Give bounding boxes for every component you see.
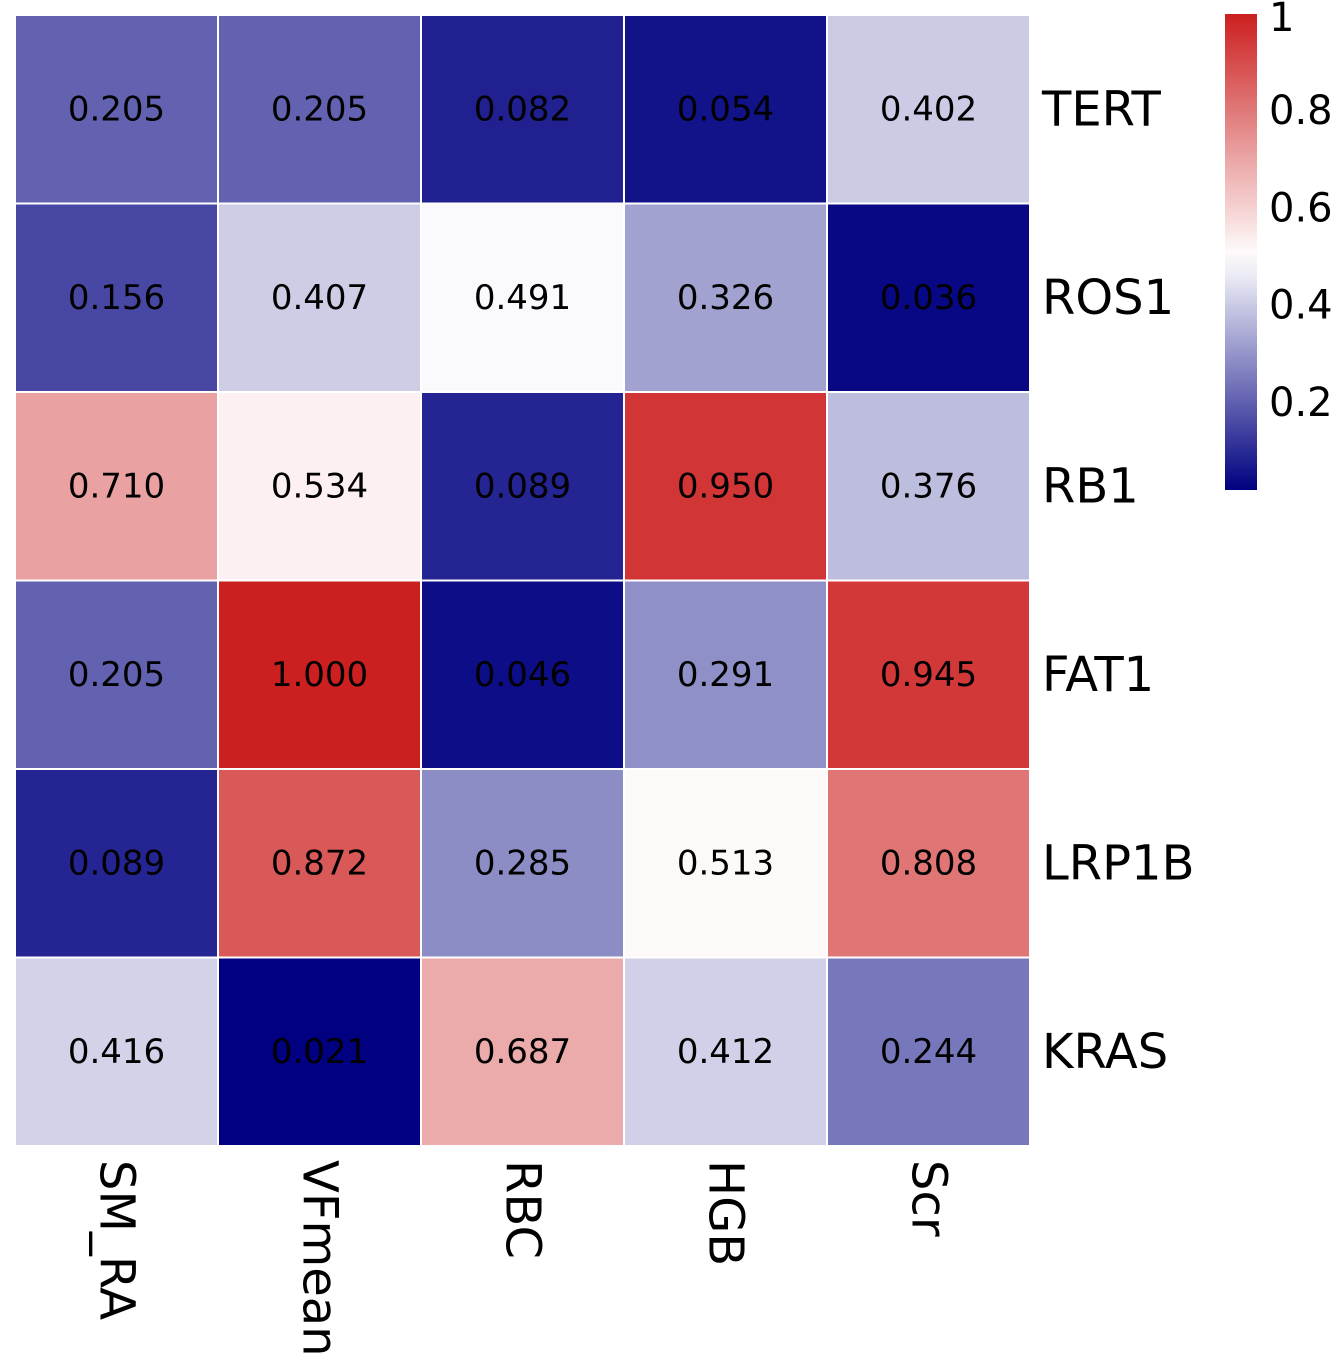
cell-value-label: 0.156 <box>68 278 165 318</box>
heatmap-cell <box>420 579 625 770</box>
column-label-sm-ra: SM_RA <box>89 1160 145 1320</box>
heatmap-cell <box>14 579 219 770</box>
colorbar-tick-label: 1 <box>1269 0 1294 41</box>
cell-value-label: 0.534 <box>271 466 368 506</box>
colorbar-tick-label: 0.4 <box>1269 283 1333 329</box>
heatmap-cell <box>623 956 828 1147</box>
heatmap-cell <box>14 14 219 205</box>
cell-value-label: 0.376 <box>880 466 977 506</box>
heatmap-cell <box>217 579 422 770</box>
column-label-rbc: RBC <box>495 1160 551 1259</box>
cell-value-label: 1.000 <box>271 655 368 695</box>
cell-value-label: 0.416 <box>68 1032 165 1072</box>
cell-value-label: 0.687 <box>474 1032 571 1072</box>
cell-value-label: 0.326 <box>677 278 774 318</box>
heatmap-cell <box>623 391 828 582</box>
cell-value-label: 0.082 <box>474 89 571 129</box>
cell-value-label: 0.407 <box>271 278 368 318</box>
heatmap-cell <box>826 391 1031 582</box>
heatmap-cell <box>420 768 625 959</box>
cell-value-label: 0.412 <box>677 1032 774 1072</box>
row-label-fat1: FAT1 <box>1042 647 1154 703</box>
heatmap-cell <box>217 391 422 582</box>
cell-value-label: 0.291 <box>677 655 774 695</box>
cell-value-label: 0.285 <box>474 843 571 883</box>
heatmap-cell <box>623 14 828 205</box>
heatmap-cell <box>826 768 1031 959</box>
row-label-rb1: RB1 <box>1042 458 1139 514</box>
cell-value-label: 0.950 <box>677 466 774 506</box>
row-label-ros1: ROS1 <box>1042 270 1174 326</box>
heatmap-cell <box>217 768 422 959</box>
cell-value-label: 0.491 <box>474 278 571 318</box>
colorbar-tick-label: 0.6 <box>1269 185 1333 231</box>
cell-value-label: 0.244 <box>880 1032 977 1072</box>
heatmap-cell <box>420 202 625 393</box>
cell-value-label: 0.089 <box>474 466 571 506</box>
cell-value-label: 0.021 <box>271 1032 368 1072</box>
heatmap-cell <box>826 956 1031 1147</box>
column-label-hgb: HGB <box>698 1160 754 1266</box>
heatmap-cells <box>14 14 1031 1147</box>
column-label-scr: Scr <box>901 1160 957 1237</box>
column-label-vfmean: VFmean <box>292 1160 348 1353</box>
cell-value-label: 0.046 <box>474 655 571 695</box>
cell-value-label: 0.054 <box>677 89 774 129</box>
heatmap-cell <box>826 579 1031 770</box>
heatmap-cell <box>217 956 422 1147</box>
column-labels: SM_RA VFmean RBC HGB Scr <box>89 1160 957 1353</box>
cell-value-label: 0.205 <box>68 655 165 695</box>
cell-value-label: 0.205 <box>271 89 368 129</box>
cell-value-label: 0.710 <box>68 466 165 506</box>
heatmap-cell <box>420 956 625 1147</box>
cell-value-label: 0.808 <box>880 843 977 883</box>
heatmap-cell <box>826 14 1031 205</box>
row-label-tert: TERT <box>1041 81 1162 137</box>
cell-value-label: 0.089 <box>68 843 165 883</box>
heatmap-cell <box>826 202 1031 393</box>
cell-value-label: 0.205 <box>68 89 165 129</box>
colorbar-tick-label: 0.8 <box>1269 88 1333 134</box>
row-label-kras: KRAS <box>1042 1024 1168 1080</box>
cell-value-label: 0.402 <box>880 89 977 129</box>
cell-value-label: 0.036 <box>880 278 977 318</box>
heatmap-cell <box>217 14 422 205</box>
heatmap-cell <box>420 14 625 205</box>
heatmap-cell <box>14 768 219 959</box>
cell-value-label: 0.513 <box>677 843 774 883</box>
cell-value-label: 0.945 <box>880 655 977 695</box>
heatmap-cell <box>14 202 219 393</box>
colorbar: 0.2 0.4 0.6 0.8 1 <box>1225 0 1333 490</box>
row-label-lrp1b: LRP1B <box>1042 835 1195 891</box>
cell-value-label: 0.872 <box>271 843 368 883</box>
colorbar-tick-label: 0.2 <box>1269 380 1333 426</box>
heatmap-cell-labels: 0.205 0.205 0.082 0.054 0.402 0.156 0.407 0.491… <box>68 89 977 1072</box>
colorbar-gradient <box>1225 14 1257 490</box>
row-labels: TERT ROS1 RB1 FAT1 LRP1B KRAS <box>1041 81 1195 1080</box>
heatmap-cell <box>420 391 625 582</box>
heatmap-cell <box>623 579 828 770</box>
